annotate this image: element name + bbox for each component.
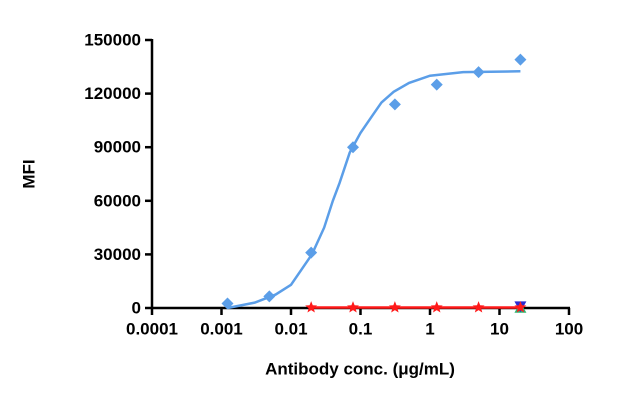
data-point	[347, 301, 359, 313]
y-tick-label: 60000	[94, 191, 141, 210]
y-tick-label: 90000	[94, 138, 141, 157]
x-tick-label: 1	[425, 319, 434, 338]
y-tick-label: 30000	[94, 245, 141, 264]
data-point	[388, 98, 401, 111]
series-line	[227, 70, 521, 310]
data-point	[305, 301, 318, 313]
data-point	[514, 301, 527, 313]
data-point	[221, 297, 234, 310]
data-point	[472, 66, 485, 79]
data-point	[430, 78, 443, 91]
data-point	[430, 301, 443, 313]
x-tick-label: 0.01	[274, 319, 307, 338]
y-tick-label: 0	[132, 298, 141, 317]
x-tick-label: 0.0001	[126, 319, 178, 338]
data-point	[305, 246, 318, 259]
x-axis-title: Antibody conc. (μg/mL)	[265, 359, 455, 378]
data-point	[388, 301, 401, 313]
data-point	[472, 301, 485, 313]
x-tick-label: 100	[555, 319, 583, 338]
y-tick-label: 150000	[84, 30, 141, 49]
x-tick-label: 10	[490, 319, 509, 338]
data-point	[347, 141, 360, 154]
y-axis-title: MFI	[19, 159, 38, 188]
y-tick-label: 120000	[84, 84, 141, 103]
x-tick-label: 0.001	[200, 319, 243, 338]
data-point	[514, 53, 527, 66]
x-tick-label: 0.1	[349, 319, 373, 338]
data-point	[263, 290, 276, 303]
